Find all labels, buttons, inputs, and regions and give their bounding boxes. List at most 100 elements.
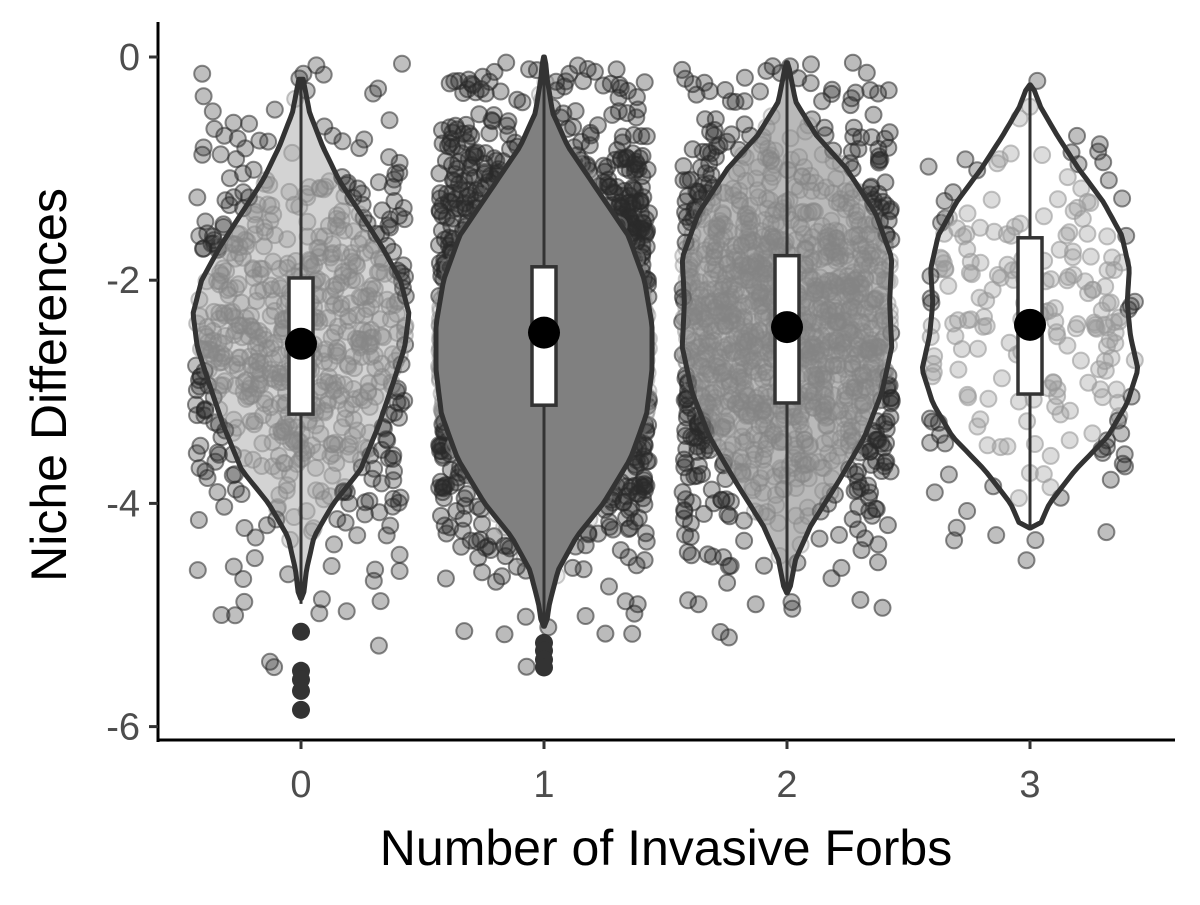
jitter-point bbox=[211, 272, 230, 291]
x-tick-label: 2 bbox=[776, 764, 797, 806]
jitter-point bbox=[390, 163, 409, 182]
jitter-point bbox=[689, 595, 708, 614]
jitter-point bbox=[393, 54, 411, 73]
jitter-point bbox=[261, 306, 280, 325]
jitter-point bbox=[348, 421, 367, 440]
jitter-point bbox=[1068, 315, 1087, 334]
jitter-point bbox=[631, 191, 650, 210]
jitter-point bbox=[611, 79, 630, 98]
jitter-point bbox=[254, 354, 273, 373]
jitter-point bbox=[1009, 489, 1028, 508]
jitter-point bbox=[441, 460, 460, 479]
jitter-point bbox=[956, 150, 975, 169]
jitter-point bbox=[239, 327, 258, 346]
jitter-point bbox=[430, 202, 449, 221]
jitter-point bbox=[710, 136, 729, 155]
jitter-point bbox=[312, 590, 331, 609]
jitter-point bbox=[695, 441, 714, 460]
jitter-point bbox=[869, 553, 887, 572]
jitter-point bbox=[572, 132, 591, 151]
jitter-point bbox=[1103, 248, 1122, 267]
mean-point-3 bbox=[1014, 308, 1046, 341]
jitter-point bbox=[224, 557, 243, 576]
jitter-point bbox=[193, 64, 212, 83]
jitter-point bbox=[208, 483, 227, 502]
jitter-point bbox=[355, 130, 374, 149]
jitter-point bbox=[290, 197, 309, 216]
jitter-point bbox=[746, 595, 765, 614]
jitter-point bbox=[215, 126, 234, 145]
jitter-point bbox=[321, 248, 340, 267]
jitter-point bbox=[280, 465, 299, 484]
jitter-point bbox=[447, 502, 466, 520]
jitter-point bbox=[1017, 551, 1036, 570]
jitter-point bbox=[325, 294, 344, 313]
mean-point-0 bbox=[285, 327, 317, 360]
jitter-point bbox=[718, 505, 737, 524]
jitter-point bbox=[751, 82, 769, 101]
jitter-point bbox=[232, 485, 251, 503]
jitter-point bbox=[635, 475, 654, 494]
jitter-point bbox=[306, 458, 325, 477]
jitter-point bbox=[254, 237, 273, 256]
jitter-point bbox=[470, 105, 489, 124]
jitter-point bbox=[372, 440, 391, 459]
jitter-point bbox=[678, 543, 697, 561]
outlier-point bbox=[535, 658, 553, 677]
jitter-point bbox=[673, 60, 692, 79]
jitter-point bbox=[1041, 446, 1060, 465]
jitter-point bbox=[394, 199, 413, 217]
jitter-point bbox=[380, 111, 399, 130]
jitter-point bbox=[264, 410, 283, 429]
outlier-point bbox=[292, 681, 310, 700]
jitter-point bbox=[982, 190, 1001, 209]
jitter-point bbox=[322, 328, 341, 347]
jitter-point bbox=[1026, 531, 1045, 550]
x-axis-title: Number of Invasive Forbs bbox=[380, 820, 952, 876]
jitter-point bbox=[1009, 392, 1028, 411]
jitter-point bbox=[990, 150, 1009, 169]
jitter-point bbox=[507, 557, 526, 576]
jitter-point bbox=[1060, 223, 1079, 242]
jitter-point bbox=[958, 204, 977, 223]
jitter-point bbox=[944, 314, 963, 333]
jitter-point bbox=[332, 211, 351, 230]
jitter-point bbox=[925, 483, 944, 502]
jitter-point bbox=[439, 137, 457, 156]
jitter-point bbox=[871, 150, 890, 169]
jitter-point bbox=[862, 177, 881, 196]
jitter-point bbox=[395, 391, 414, 410]
jitter-point bbox=[842, 142, 861, 161]
jitter-point bbox=[958, 240, 977, 259]
jitter-point bbox=[430, 436, 449, 454]
jitter-point bbox=[921, 433, 940, 452]
jitter-point bbox=[333, 132, 352, 151]
jitter-point bbox=[970, 288, 989, 307]
jitter-point bbox=[1034, 465, 1053, 484]
jitter-point bbox=[862, 128, 881, 147]
x-tick-label: 0 bbox=[290, 764, 311, 806]
y-axis-title: Niche Differences bbox=[21, 188, 77, 582]
jitter-point bbox=[363, 328, 382, 347]
jitter-point bbox=[802, 55, 820, 74]
jitter-point bbox=[599, 170, 618, 189]
jitter-point bbox=[563, 558, 582, 577]
jitter-point bbox=[734, 511, 753, 530]
jitter-point bbox=[261, 652, 279, 671]
jitter-point bbox=[1071, 351, 1090, 370]
y-tick-label: -2 bbox=[106, 260, 140, 302]
jitter-point bbox=[211, 145, 230, 164]
jitter-point bbox=[1005, 217, 1024, 236]
jitter-point bbox=[675, 500, 694, 519]
jitter-point bbox=[215, 497, 234, 516]
jitter-point bbox=[1099, 171, 1118, 190]
jitter-point bbox=[369, 79, 388, 98]
jitter-point bbox=[336, 513, 355, 532]
jitter-point bbox=[311, 424, 330, 443]
jitter-point bbox=[480, 124, 499, 143]
jitter-point bbox=[939, 465, 958, 484]
jitter-point bbox=[246, 528, 265, 547]
jitter-point bbox=[977, 317, 996, 335]
x-tick-label: 3 bbox=[1019, 764, 1040, 806]
jitter-point bbox=[475, 154, 494, 173]
